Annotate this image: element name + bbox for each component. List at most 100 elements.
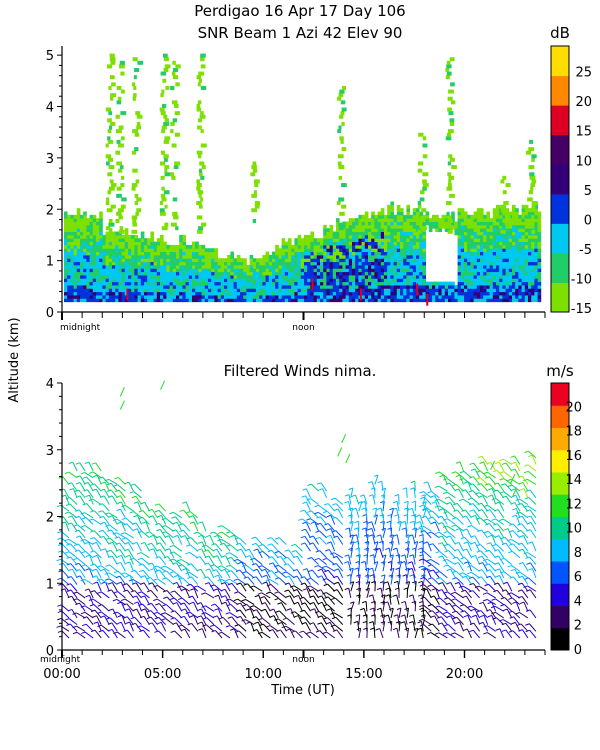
snr-cell [185,251,190,256]
snr-cell [80,274,84,279]
snr-cell [128,284,132,289]
snr-cell [291,284,295,289]
snr-cell [150,258,154,263]
snr-cell [499,224,503,229]
snr-cell [227,294,231,299]
snr-cell [172,248,177,253]
snr-cell [361,238,366,243]
snr-cell [390,298,394,303]
snr-cell [320,251,324,256]
snr-cell [384,284,388,289]
snr-cell [518,298,522,303]
snr-cell [435,294,439,299]
snr-cell [316,248,321,253]
snr-cell [502,291,506,296]
snr-cell [387,298,391,303]
snr-cell [284,284,289,289]
snr-cell [278,298,282,303]
snr-cell [364,264,369,269]
snr-cell [449,121,455,126]
wind-barb [245,599,255,606]
snr-cell [160,234,164,239]
wind-barb-flag [325,549,330,552]
wind-barb-flag [176,559,182,562]
snr-cell [196,215,203,220]
snr-cell [502,264,506,269]
wind-barb [304,576,311,585]
snr-cell [512,204,516,209]
snr-cell [307,271,311,276]
snr-cell [252,274,257,279]
snr-cell [161,186,165,191]
wind-barb-flag [108,608,114,611]
snr-cell [512,264,516,269]
snr-cell [428,228,433,233]
wind-barb-flag [147,562,153,565]
snr-cell [457,284,462,289]
wind-barb [86,476,94,485]
snr-cell [230,254,234,259]
snr-cell [204,298,209,303]
snr-cell [518,274,522,279]
snr-cell [243,281,247,286]
wind-barb [254,557,263,565]
snr-cell [380,291,385,296]
snr-cell [409,231,414,236]
snr-cell [204,288,209,293]
snr-cell [528,294,532,299]
snr-cell [508,268,513,273]
snr-cell [133,85,137,90]
wind-barb-flag [262,581,267,584]
snr-cell [355,218,359,222]
wind-barb [111,629,118,639]
snr-cell [140,251,145,256]
snr-cell [524,251,529,256]
wind-barb-flag [236,602,241,606]
snr-cell [489,271,494,276]
snr-cell [144,298,148,303]
snr-cell [492,254,497,259]
snr-cell [400,238,404,243]
snr-cell [249,264,254,269]
wind-barb [85,517,94,525]
snr-cell [377,241,382,246]
wind-barb-flag [372,507,377,510]
wind-barb [326,557,336,565]
snr-cell [448,154,453,159]
wind-barb-flag [309,595,314,598]
snr-cell [396,298,401,303]
wind-barb-flag [117,554,122,558]
wind-barb-flag [75,602,80,606]
wind-barb-flag [172,622,177,625]
snr-cell [355,261,359,266]
snr-cell [457,244,462,249]
snr-cell [387,288,391,293]
snr-cell [515,231,519,236]
snr-cell [537,214,542,219]
snr-cell [374,251,378,256]
wind-barb-flag [123,629,128,633]
snr-cell [406,211,410,216]
snr-cell [371,254,375,259]
snr-cell [352,251,356,256]
snr-cell [197,226,204,231]
snr-cell [419,197,425,202]
snr-cell [496,281,500,286]
snr-cell [217,278,222,283]
wind-barb-flag [75,482,81,485]
snr-cell [89,294,94,299]
wind-barb [246,604,255,612]
snr-cell [310,241,314,246]
snr-cell [336,278,340,283]
snr-cell [537,261,542,266]
snr-cell [467,284,471,289]
snr-cell [320,241,324,246]
snr-cell [73,241,78,246]
snr-cell [486,214,490,219]
snr-cell [387,274,391,279]
snr-cell [70,281,74,286]
snr-cell [387,214,391,219]
snr-cell [435,218,439,222]
snr-cell [272,294,276,299]
snr-cell [380,228,385,233]
